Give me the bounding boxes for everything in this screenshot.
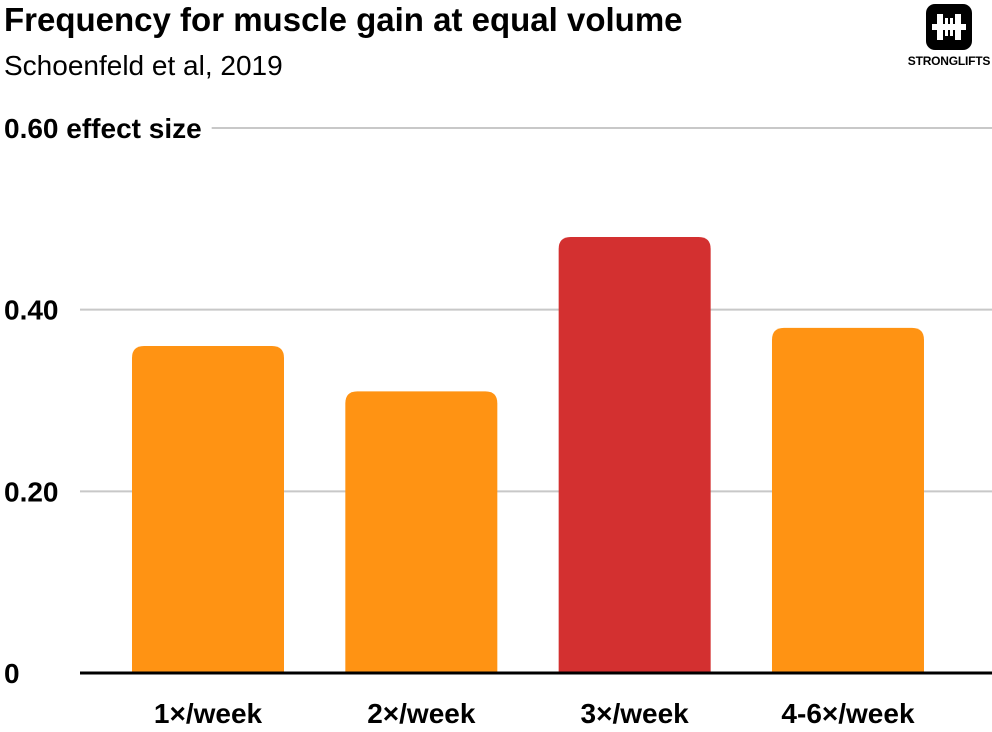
bar-2 [345,391,498,673]
stronglifts-logo: STRONGLIFTS [906,4,992,72]
barbell-logo-icon [926,4,972,50]
bar-3 [558,237,711,673]
labels-layer: 0 0.20 0.40 0.60 effect size 1×/week 2×/week 3… [4,113,992,729]
y-tick-label: 0.20 [4,476,59,507]
bar-1 [132,346,284,673]
x-category-label: 3×/week [581,698,690,729]
y-tick-label: 0.40 [4,295,59,326]
x-category-label: 2×/week [367,698,476,729]
bar-4 [771,327,924,673]
logo-text: STRONGLIFTS [907,54,991,68]
chart-title: Frequency for muscle gain at equal volum… [4,1,683,38]
x-category-label: 4-6×/week [781,698,915,729]
y-tick-label: 0.60 effect size [4,113,202,144]
bars-layer [132,237,924,673]
chart-subtitle: Schoenfeld et al, 2019 [4,50,283,81]
y-tick-label: 0 [4,658,20,689]
x-category-label: 1×/week [154,698,263,729]
